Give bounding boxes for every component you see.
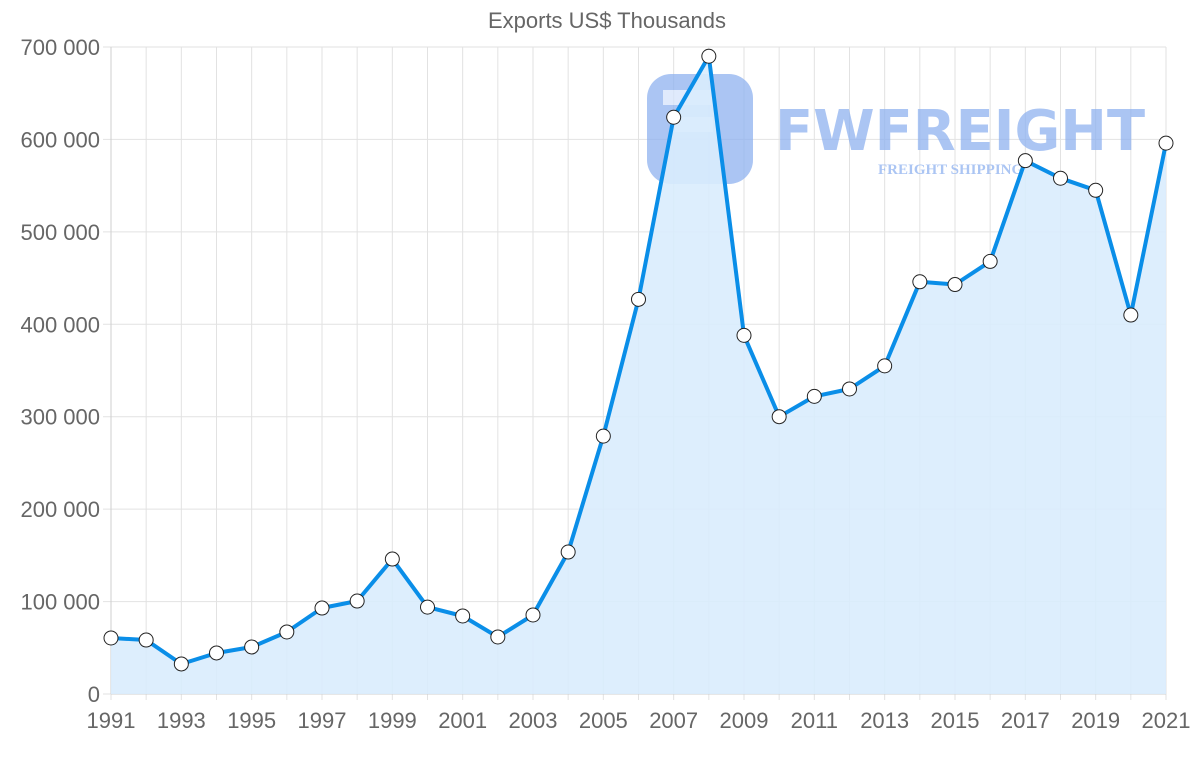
data-point[interactable] [279,624,295,640]
data-point[interactable] [384,551,400,567]
watermark-tagline: FREIGHT SHIPPING [878,162,1023,178]
data-point[interactable] [560,544,576,560]
x-tick-label: 1997 [298,708,347,733]
data-point[interactable] [455,608,471,624]
data-point[interactable] [1088,182,1104,198]
x-tick-label: 2009 [720,708,769,733]
y-tick-label: 500 000 [20,220,100,245]
data-point[interactable] [771,409,787,425]
data-point[interactable] [947,277,963,293]
x-axis: 1991 1993 1995 1997 1999 2001 2003 2005 2007 2009… [87,708,1191,733]
x-tick-label: 2015 [931,708,980,733]
data-point[interactable] [877,358,893,374]
data-point[interactable] [1017,153,1033,169]
data-point[interactable] [490,629,506,645]
x-tick-label: 2017 [1001,708,1050,733]
data-point[interactable] [173,656,189,672]
y-tick-label: 0 [88,682,100,707]
y-axis: 0 100 000 200 000 300 000 400 000 500 000 600 … [20,35,100,707]
y-tick-label: 200 000 [20,497,100,522]
y-tick-label: 400 000 [20,312,100,337]
data-point[interactable] [1053,170,1068,186]
data-point[interactable] [420,599,435,615]
data-point[interactable] [912,274,928,290]
y-tick-label: 600 000 [20,127,100,152]
data-point[interactable] [595,428,611,444]
data-point[interactable] [138,632,154,648]
data-point[interactable] [736,327,752,343]
x-tick-label: 2021 [1142,708,1191,733]
data-point[interactable] [525,607,541,623]
chart-title: Exports US$ Thousands [487,8,727,33]
y-tick-label: 100 000 [20,590,100,615]
x-tick-label: 2011 [791,708,838,733]
data-point[interactable] [1123,307,1139,323]
area-fill [111,56,1166,694]
data-point[interactable] [701,48,717,64]
watermark-brand: FWFREIGHT [775,99,1145,164]
x-tick-label: 2019 [1071,708,1120,733]
data-point[interactable] [349,593,365,609]
data-point[interactable] [666,109,682,125]
data-point[interactable] [842,381,857,397]
x-tick-label: 2001 [438,708,487,733]
data-point[interactable] [314,600,330,616]
x-tick-label: 1995 [227,708,276,733]
y-tick-label: 300 000 [20,405,100,430]
data-point[interactable] [244,639,260,655]
data-point[interactable] [1158,135,1174,151]
x-tick-label: 2003 [509,708,558,733]
x-tick-label: 2013 [860,708,909,733]
y-tick-label: 700 000 [20,35,100,60]
data-point[interactable] [209,645,224,661]
data-point[interactable] [631,291,646,307]
x-tick-label: 2007 [649,708,698,733]
data-point[interactable] [103,630,119,646]
data-point[interactable] [982,253,998,269]
x-tick-label: 1999 [368,708,417,733]
x-tick-label: 2005 [579,708,628,733]
data-points [103,48,1174,672]
x-tick-label: 1991 [87,708,136,733]
x-tick-label: 1993 [157,708,206,733]
data-point[interactable] [806,388,822,404]
